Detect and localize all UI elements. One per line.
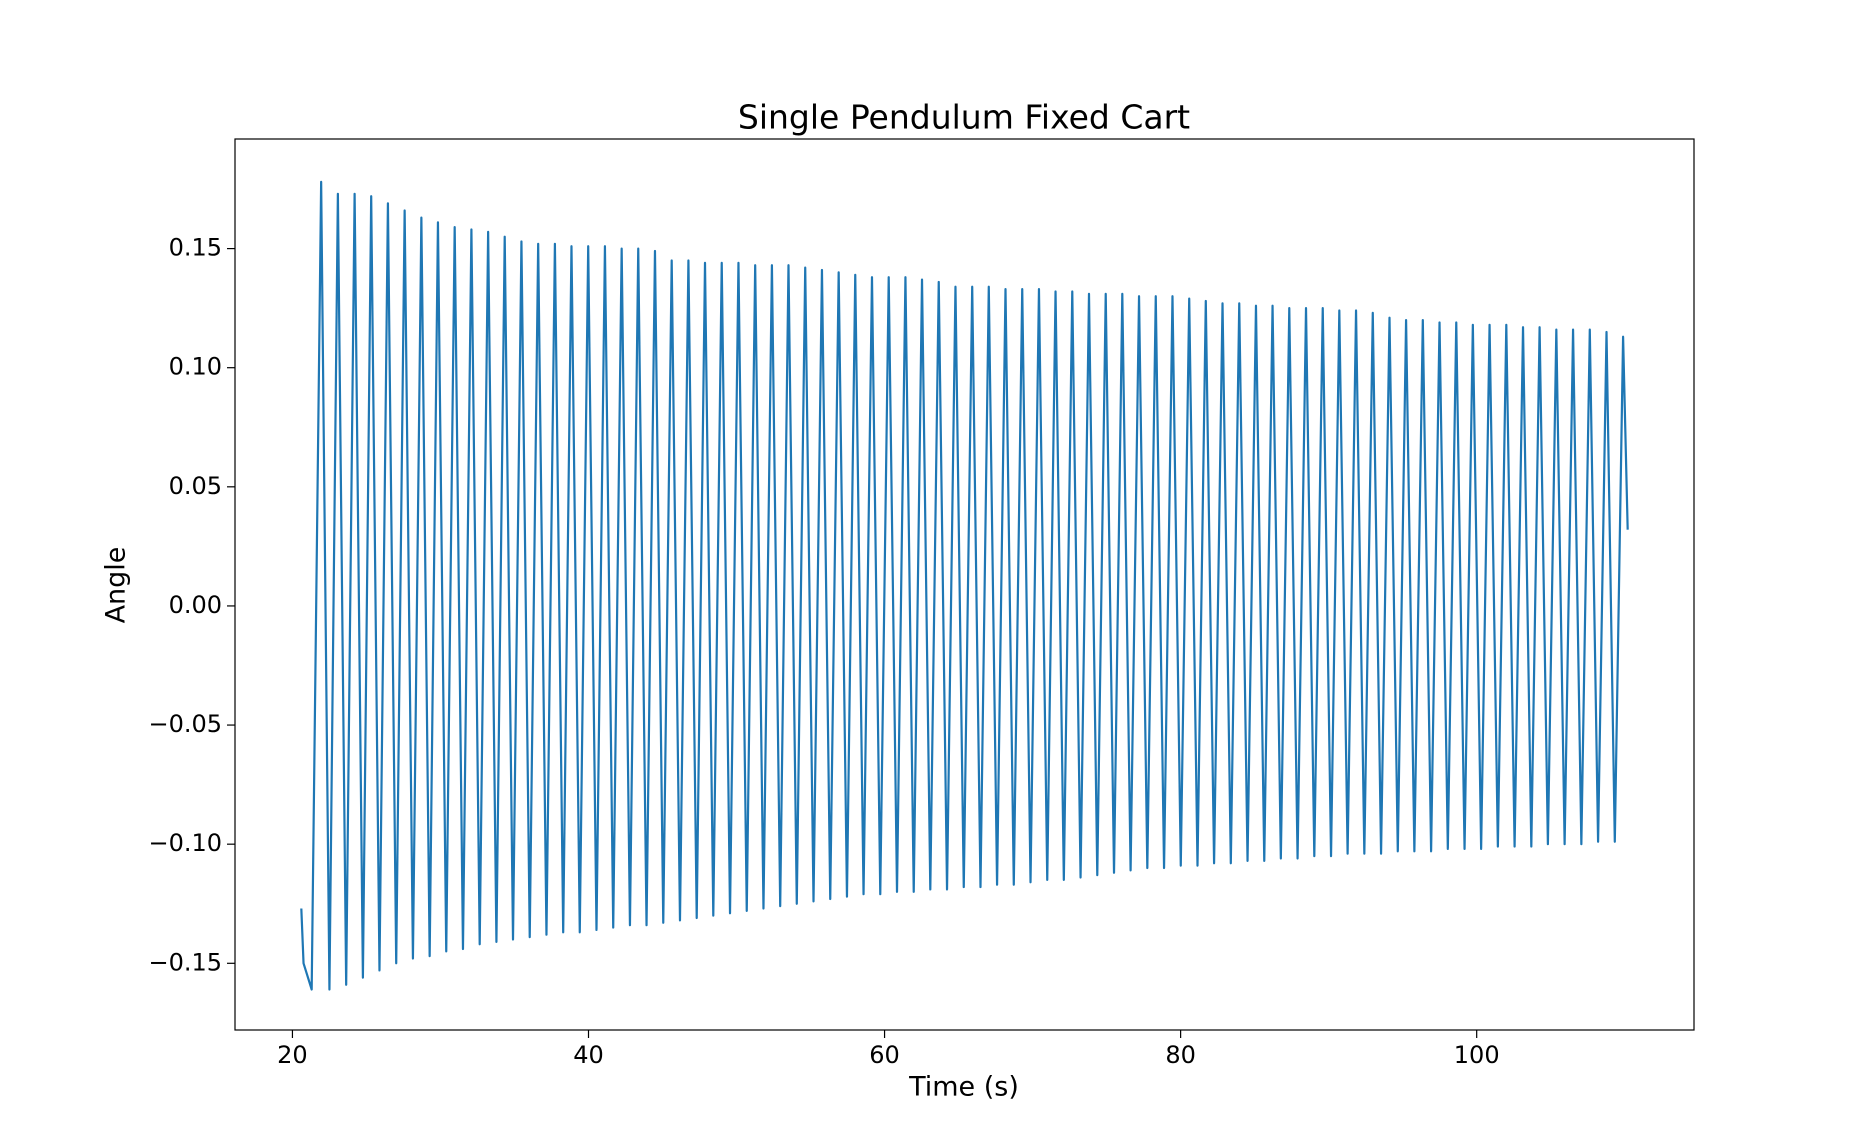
chart-title: Single Pendulum Fixed Cart [738,98,1190,137]
x-tick-label: 20 [277,1041,308,1069]
y-tick-label: −0.15 [148,948,222,976]
plot-frame [234,138,1695,1031]
x-tick-label: 40 [573,1041,604,1069]
y-tick-label: 0.15 [169,234,222,262]
x-tick-label: 80 [1165,1041,1196,1069]
x-tick-label: 60 [869,1041,900,1069]
y-tick-label: 0.10 [169,353,222,381]
y-tick-label: 0.00 [169,591,222,619]
y-tick-label: −0.10 [148,829,222,857]
data-line [300,180,1629,991]
y-axis-label: Angle [101,547,132,624]
y-tick-label: −0.05 [148,710,222,738]
y-tick-label: 0.05 [169,472,222,500]
x-tick-label: 100 [1454,1041,1500,1069]
x-axis-label: Time (s) [908,1072,1019,1103]
